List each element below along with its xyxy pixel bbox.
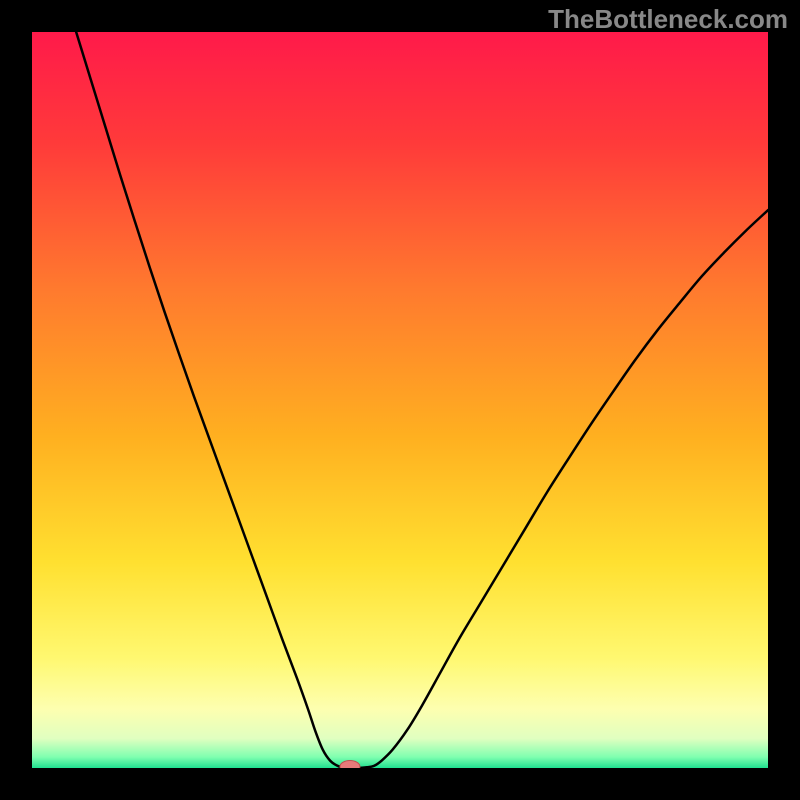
- chart-container: TheBottleneck.com: [0, 0, 800, 800]
- chart-svg: [32, 32, 768, 768]
- watermark-text: TheBottleneck.com: [548, 4, 788, 35]
- gradient-background: [32, 32, 768, 768]
- plot-area: [32, 32, 768, 768]
